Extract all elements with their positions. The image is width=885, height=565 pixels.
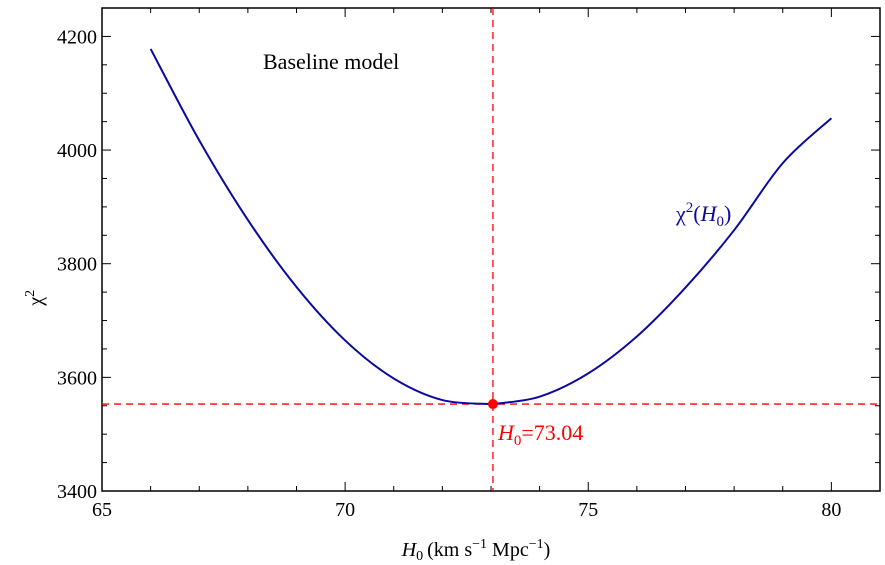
best-fit-point [487, 399, 498, 410]
series-label-sup: 2 [686, 200, 694, 216]
x-title-units: (km s [427, 539, 472, 561]
y-tick-label: 3400 [57, 481, 97, 503]
baseline-model-annotation: Baseline model [263, 49, 399, 74]
tick-marks [101, 7, 881, 492]
x-tick-label: 65 [92, 499, 112, 521]
y-axis-title: χ2 [23, 290, 47, 307]
x-title-exp2: −1 [529, 537, 544, 552]
chi-square-curve [149, 48, 833, 406]
series-label-sub: 0 [716, 214, 724, 230]
y-tick-label: 3800 [57, 254, 97, 276]
series-label-base: χ [675, 201, 686, 226]
x-tick-label: 75 [578, 499, 598, 521]
x-axis-title: H0 (km s−1 Mpc−1) [401, 537, 551, 564]
y-tick-label: 3600 [57, 367, 97, 389]
x-title-base: H [401, 539, 418, 561]
x-title-mid: Mpc [487, 539, 529, 561]
series-label-var: H [700, 201, 718, 226]
best-fit-label-value: =73.04 [521, 420, 583, 445]
x-title-sub: 0 [416, 549, 423, 564]
x-tick-labels: 65 70 75 80 [92, 499, 841, 521]
y-title-sup: 2 [23, 290, 38, 297]
x-tick-label: 80 [821, 499, 841, 521]
plot-frame [101, 7, 881, 492]
x-title-close: ) [544, 539, 551, 561]
y-tick-label: 4200 [57, 26, 97, 48]
best-fit-label-sub: 0 [514, 433, 522, 449]
y-tick-labels: 3400 3600 3800 4000 4200 [57, 26, 97, 503]
series-label: χ2(H0) [675, 200, 731, 230]
y-title-base: χ [25, 297, 47, 307]
best-fit-label: H0=73.04 [497, 420, 583, 449]
x-title-exp1: −1 [472, 537, 487, 552]
series-label-open: ( [693, 201, 700, 226]
series-label-close: ) [724, 201, 731, 226]
best-fit-label-var: H [497, 420, 515, 445]
y-tick-label: 4000 [57, 140, 97, 162]
x-tick-label: 70 [335, 499, 355, 521]
